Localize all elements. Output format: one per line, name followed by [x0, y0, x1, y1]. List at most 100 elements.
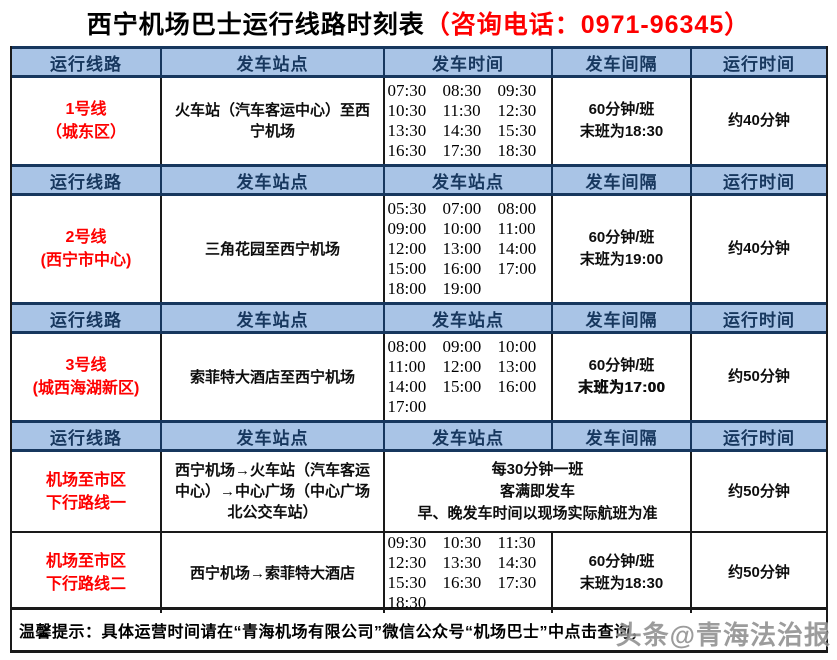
time-value: 05:30: [387, 199, 427, 218]
schedule-info-line: 客满即发车: [499, 482, 575, 500]
header-station: 发车站点: [162, 49, 385, 75]
interval-frequency: 60分钟/班: [588, 229, 655, 246]
header-route: 运行线路: [12, 49, 162, 75]
row-line-3: 3号线 (城西海湖新区) 索菲特大酒店至西宁机场 08:00 09:00 10:00…: [12, 334, 826, 420]
schedule-info-line: 早、晚发车时间以现场实际航班为准: [417, 504, 658, 522]
header-station: 发车站点: [162, 423, 385, 449]
time-value: 17:30: [497, 573, 537, 592]
interval-last-bus: 末班为19:00: [579, 251, 664, 268]
header-row-2: 运行线路 发车站点 发车站点 发车间隔 运行时间: [12, 164, 826, 196]
header-duration: 运行时间: [723, 172, 795, 192]
time-value: 17:00: [387, 397, 427, 416]
interval-last-bus: 末班为17:00: [577, 379, 666, 396]
time-value: 14:30: [442, 121, 482, 140]
row-downlink-2: 机场至市区 下行路线二 西宁机场→索菲特大酒店 09:30 10:30 11:30 1…: [12, 531, 826, 613]
route-area: (西宁市中心): [40, 252, 132, 269]
route-name: 1号线: [65, 101, 107, 118]
route-name: 机场至市区: [45, 471, 126, 489]
duration-cell: 约50分钟: [728, 482, 790, 500]
schedule-info-line: 每30分钟一班: [491, 460, 584, 478]
time-value: 16:30: [442, 573, 482, 592]
header-interval: 发车间隔: [553, 49, 692, 75]
time-value: 18:30: [497, 141, 537, 160]
header-row-1: 运行线路 发车站点 发车时间 发车间隔 运行时间: [12, 46, 826, 78]
time-value: 16:00: [442, 259, 482, 278]
header-duration: 运行时间: [723, 428, 795, 448]
station-cell: 西宁机场→索菲特大酒店: [162, 533, 385, 613]
time-value: 12:30: [387, 553, 427, 572]
station-cell: 火车站（汽车客运中心）至西宁机场: [162, 78, 385, 164]
route-cell: 2号线 (西宁市中心): [12, 196, 162, 302]
duration-cell: 约50分钟: [728, 564, 790, 581]
route-cell: 3号线 (城西海湖新区): [12, 334, 162, 420]
time-value: 16:00: [497, 377, 537, 396]
interval-last-bus: 末班为18:30: [579, 575, 664, 592]
times-cell: 08:00 09:00 10:00 11:00 12:00 13:00 14:00 15:00…: [385, 334, 553, 420]
time-value: 09:30: [497, 81, 537, 100]
time-value: 13:00: [442, 239, 482, 258]
time-value: 14:30: [497, 553, 537, 572]
interval-frequency: 60分钟/班: [588, 357, 655, 374]
interval-frequency: 60分钟/班: [588, 553, 655, 570]
time-value: 14:00: [387, 377, 427, 396]
station-cell: 西宁机场→火车站（汽车客运中心）→中心广场（中心广场北公交车站）: [162, 452, 385, 531]
row-line-1: 1号线 （城东区） 火车站（汽车客运中心）至西宁机场 07:30 08:30 09:…: [12, 78, 826, 164]
time-value: 11:00: [387, 357, 426, 376]
bus-timetable: 运行线路 发车站点 发车时间 发车间隔 运行时间 1号线 （城东区） 火车站（汽…: [10, 46, 828, 653]
time-value: 10:30: [442, 533, 482, 552]
route-area: (城西海湖新区): [32, 380, 140, 397]
header-departure-time: 发车时间: [385, 49, 553, 75]
time-value: 11:30: [442, 101, 481, 120]
route-area: （城东区）: [45, 124, 126, 141]
time-value: 15:00: [387, 259, 427, 278]
time-value: 15:30: [497, 121, 537, 140]
title-main: 西宁机场巴士运行线路时刻表: [86, 11, 425, 39]
time-value: 07:30: [387, 81, 427, 100]
header-station-2: 发车站点: [385, 423, 553, 449]
route-cell: 机场至市区 下行路线一: [12, 452, 162, 531]
times-cell: 05:30 07:00 08:00 09:00 10:00 11:00 12:00 13:00…: [385, 196, 553, 302]
header-row-4: 运行线路 发车站点 发车站点 发车间隔 运行时间: [12, 420, 826, 452]
time-value: 15:30: [387, 573, 427, 592]
route-area: 下行路线一: [45, 494, 126, 512]
time-value: 16:30: [387, 141, 427, 160]
duration-cell: 约40分钟: [728, 112, 790, 129]
time-value: 10:00: [497, 337, 537, 356]
time-value: 15:00: [442, 377, 482, 396]
header-duration: 运行时间: [723, 54, 795, 74]
header-station: 发车站点: [162, 305, 385, 331]
time-value: 12:00: [442, 357, 482, 376]
time-value: 11:00: [497, 219, 536, 238]
interval-cell: 60分钟/班 末班为19:00: [553, 196, 692, 302]
time-value: 10:30: [387, 101, 427, 120]
header-station-2: 发车站点: [385, 305, 553, 331]
header-interval: 发车间隔: [553, 423, 692, 449]
header-interval: 发车间隔: [553, 167, 692, 193]
schedule-info-cell: 每30分钟一班 客满即发车 早、晚发车时间以现场实际航班为准: [385, 452, 692, 531]
interval-cell: 60分钟/班 末班为18:30: [553, 533, 692, 613]
interval-cell: 60分钟/班 末班为18:30: [553, 78, 692, 164]
time-value: 13:30: [387, 121, 427, 140]
row-downlink-1: 机场至市区 下行路线一 西宁机场→火车站（汽车客运中心）→中心广场（中心广场北公…: [12, 452, 826, 531]
time-value: 12:00: [387, 239, 427, 258]
time-value: 11:30: [497, 533, 536, 552]
time-value: 14:00: [497, 239, 537, 258]
station-cell: 索菲特大酒店至西宁机场: [162, 334, 385, 420]
route-cell: 机场至市区 下行路线二: [12, 533, 162, 613]
note-row: 温馨提示：具体运营时间请在“青海机场有限公司”微信公众号“机场巴士”中点击查询，: [12, 607, 826, 650]
time-value: 13:30: [442, 553, 482, 572]
times-cell: 09:30 10:30 11:30 12:30 13:30 14:30 15:30 16:30…: [385, 533, 553, 613]
title-contact-phone: （咨询电话：0971-96345）: [424, 11, 751, 39]
time-value: 17:00: [497, 259, 537, 278]
duration-cell: 约50分钟: [728, 368, 790, 385]
time-value: 18:30: [387, 593, 427, 612]
route-name: 3号线: [65, 357, 107, 374]
header-route: 运行线路: [12, 305, 162, 331]
time-value: 18:00: [387, 279, 427, 298]
header-station-2: 发车站点: [385, 167, 553, 193]
header-duration: 运行时间: [723, 310, 795, 330]
interval-last-bus: 末班为18:30: [579, 123, 664, 140]
header-row-3: 运行线路 发车站点 发车站点 发车间隔 运行时间: [12, 302, 826, 334]
time-value: 19:00: [442, 279, 482, 298]
time-value: 13:00: [497, 357, 537, 376]
